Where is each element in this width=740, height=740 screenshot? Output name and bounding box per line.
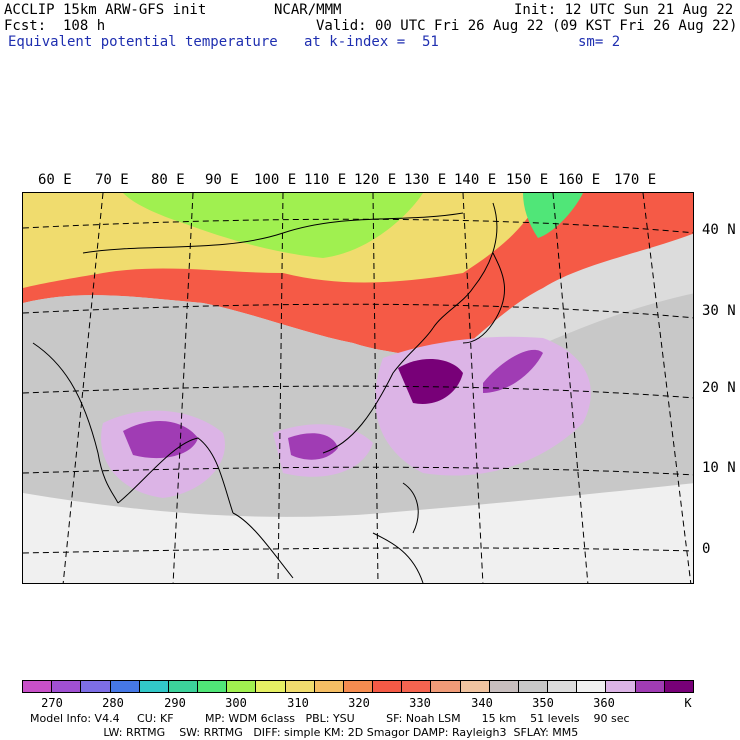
- lat-label: 10 N: [702, 460, 736, 476]
- colorbar-swatch: [373, 681, 403, 692]
- colorbar-swatch: [606, 681, 636, 692]
- colorbar-unit: K: [684, 696, 692, 710]
- lon-label: 80 E: [151, 172, 185, 188]
- colorbar-swatch: [431, 681, 461, 692]
- lon-label: 140 E: [454, 172, 497, 188]
- lon-label: 150 E: [506, 172, 549, 188]
- valid-time: Valid: 00 UTC Fri 26 Aug 22 (09 KST Fri …: [316, 18, 738, 34]
- level-label: at k-index = 51: [304, 34, 439, 50]
- colorbar-swatch: [139, 681, 169, 692]
- model-title: ACCLIP 15km ARW-GFS init: [4, 2, 207, 18]
- map-canvas: [23, 193, 693, 583]
- colorbar-tick: 310: [287, 696, 309, 710]
- lat-label: 40 N: [702, 222, 736, 238]
- colorbar-swatch: [81, 681, 111, 692]
- colorbar-swatch: [548, 681, 578, 692]
- lon-label: 100 E: [254, 172, 297, 188]
- model-physics-line: LW: RRTMG SW: RRTMG DIFF: simple KM: 2D …: [30, 726, 579, 739]
- lon-label: 70 E: [95, 172, 129, 188]
- lat-label: 30 N: [702, 303, 736, 319]
- lon-label: 170 E: [614, 172, 657, 188]
- field-name: Equivalent potential temperature: [8, 34, 278, 50]
- lon-label: 160 E: [558, 172, 601, 188]
- cool-band-region: [523, 193, 583, 238]
- colorbar-tick: 360: [593, 696, 615, 710]
- colorbar-swatch: [168, 681, 199, 692]
- colorbar-swatch: [460, 681, 490, 692]
- colorbar-swatch: [343, 681, 374, 692]
- colorbar-tick: 280: [102, 696, 124, 710]
- lon-label: 60 E: [38, 172, 72, 188]
- lon-label: 120 E: [354, 172, 397, 188]
- graticule: [23, 193, 693, 583]
- colorbar-swatch: [577, 681, 607, 692]
- model-info-line: Model Info: V4.4 CU: KF MP: WDM 6class P…: [30, 712, 630, 725]
- cool-band-region: [123, 193, 423, 258]
- colorbar-swatch: [285, 681, 315, 692]
- colorbar-swatch: [518, 681, 549, 692]
- coastline: [32, 202, 506, 583]
- peak-theta-region: [288, 433, 338, 460]
- colorbar-swatch: [23, 681, 53, 692]
- colorbar-tick: 320: [348, 696, 370, 710]
- theta-e-map: [22, 192, 694, 584]
- lon-label: 110 E: [304, 172, 347, 188]
- smoothing-label: sm= 2: [578, 34, 621, 50]
- colorbar-swatch: [256, 681, 286, 692]
- colorbar-swatch: [110, 681, 140, 692]
- peak-theta-region: [123, 421, 198, 459]
- colorbar-swatch: [402, 681, 432, 692]
- colorbar-swatch: [664, 681, 693, 692]
- colorbar-swatch: [314, 681, 344, 692]
- colorbar-tick: 350: [532, 696, 554, 710]
- colorbar-tick: 330: [409, 696, 431, 710]
- colorbar-tick: 300: [225, 696, 247, 710]
- colorbar-tick: 340: [471, 696, 493, 710]
- peak-theta-region: [398, 358, 463, 404]
- lon-label: 130 E: [404, 172, 447, 188]
- colorbar-swatch: [198, 681, 228, 692]
- forecast-hour: Fcst: 108 h: [4, 18, 106, 34]
- center-label: NCAR/MMM: [274, 2, 342, 18]
- colorbar-tick: 270: [41, 696, 63, 710]
- lat-label: 20 N: [702, 380, 736, 396]
- colorbar-swatch: [489, 681, 519, 692]
- peak-theta-region: [483, 349, 543, 393]
- lat-label: 0: [702, 541, 711, 557]
- colorbar-tick: 290: [164, 696, 186, 710]
- colorbar-swatch: [227, 681, 257, 692]
- colorbar-swatch: [635, 681, 665, 692]
- colorbar-swatch: [52, 681, 82, 692]
- init-time: Init: 12 UTC Sun 21 Aug 22: [514, 2, 734, 18]
- colorbar: [22, 680, 694, 693]
- high-theta-region: [23, 483, 693, 583]
- lon-label: 90 E: [205, 172, 239, 188]
